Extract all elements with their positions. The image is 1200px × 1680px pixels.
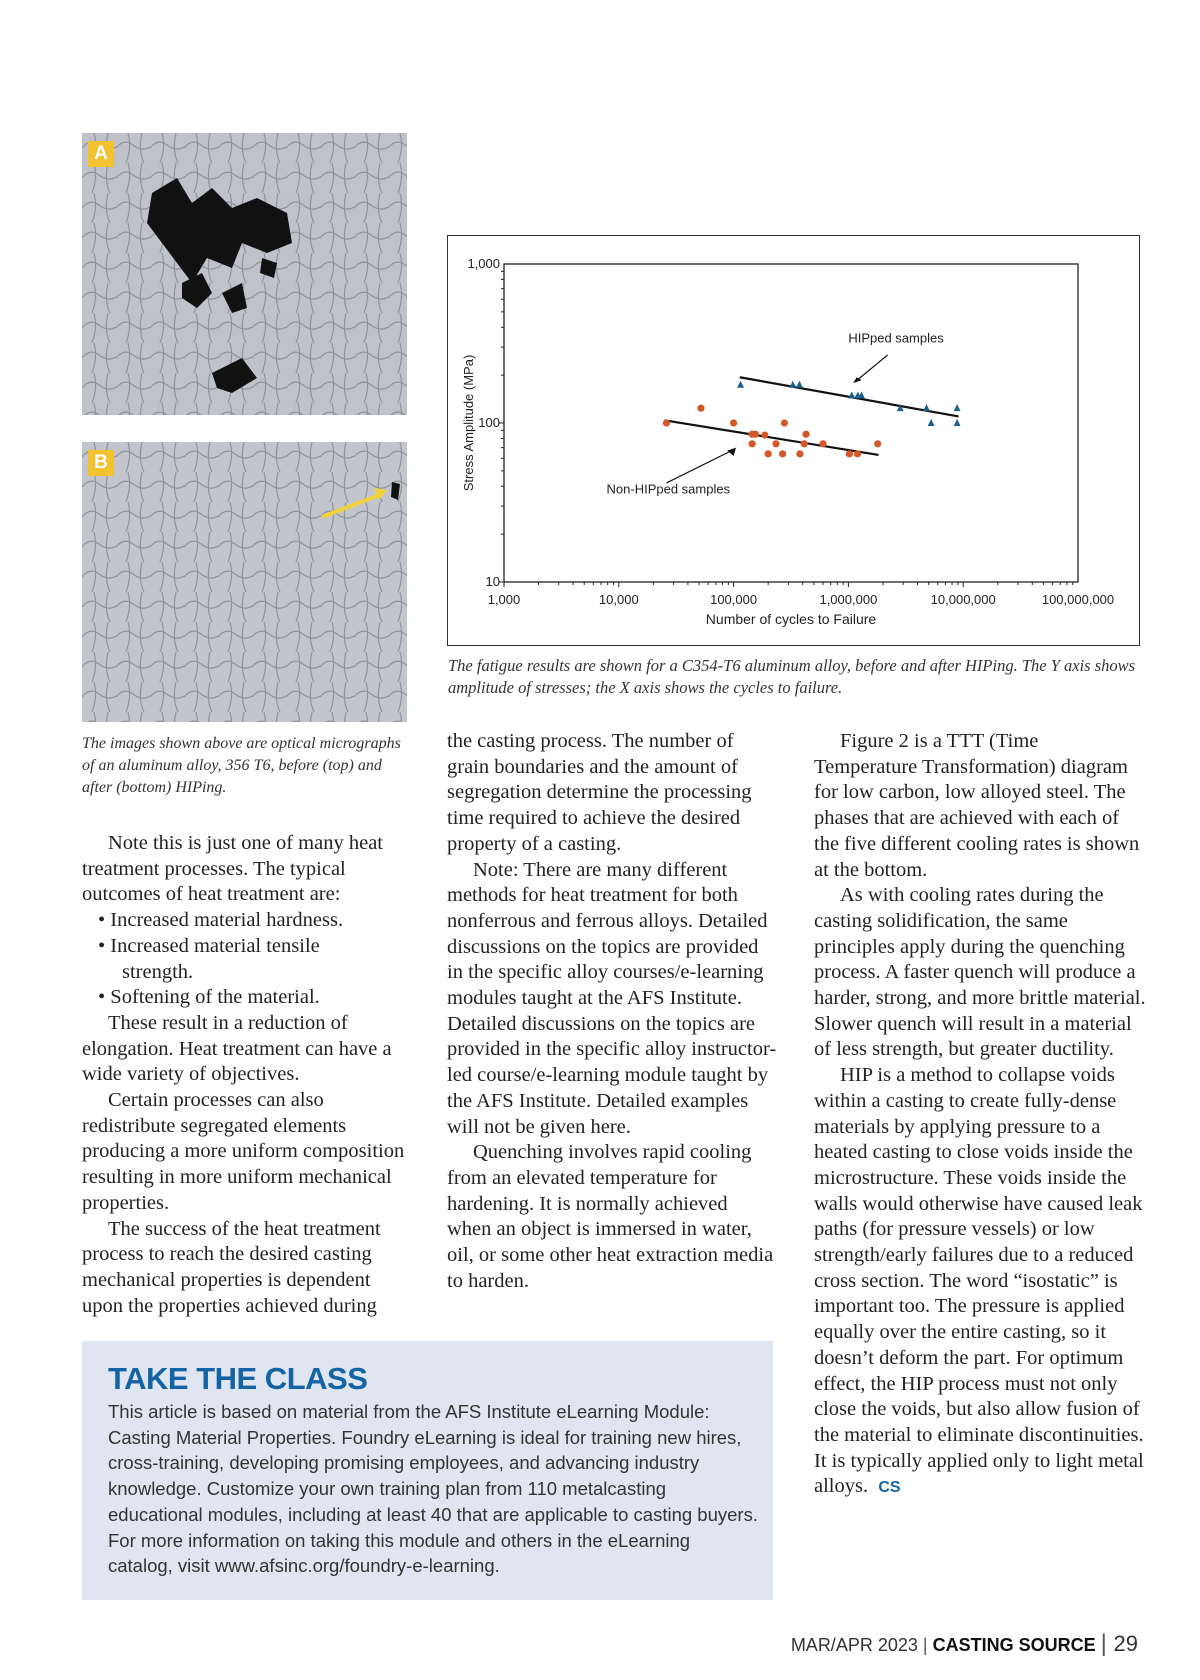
paragraph: the casting process. The number of grain… bbox=[447, 730, 752, 855]
plot-frame bbox=[503, 263, 1079, 583]
y-tick-label: 10 bbox=[486, 574, 500, 589]
x-tick-label: 100,000,000 bbox=[1042, 592, 1114, 607]
paragraph: These result in a reduction of elongatio… bbox=[82, 1011, 392, 1086]
data-point-non-hipped bbox=[730, 419, 738, 427]
data-point-non-hipped bbox=[874, 440, 882, 448]
magazine-name: CASTING SOURCE bbox=[932, 1635, 1096, 1655]
paragraph-text: HIP is a method to collapse voids within… bbox=[814, 1064, 1144, 1498]
data-point-non-hipped bbox=[802, 430, 810, 438]
page-footer: MAR/APR 2023 | CASTING SOURCE | 29 bbox=[790, 1630, 1138, 1657]
trend-line bbox=[664, 419, 879, 456]
y-tick-label: 100 bbox=[478, 415, 500, 430]
end-mark: CS bbox=[878, 1479, 901, 1497]
chart-caption: The fatigue results are shown for a C354… bbox=[448, 656, 1136, 697]
x-tick-label: 10,000 bbox=[599, 592, 639, 607]
fatigue-chart: 1,000 10,000 100,000 1,000,000 10,000,000 100… bbox=[447, 235, 1140, 646]
data-point-non-hipped bbox=[819, 440, 827, 448]
micrograph-a-image bbox=[82, 133, 407, 415]
bullet-item: • Increased material tensile bbox=[98, 934, 320, 957]
y-tick-label: 1,000 bbox=[467, 256, 500, 271]
paragraph: Figure 2 is a TTT (Time Temperature Tran… bbox=[814, 730, 1140, 881]
data-point-non-hipped bbox=[845, 450, 853, 458]
x-axis-label: Number of cycles to Failure bbox=[706, 611, 877, 627]
arrow-head-icon bbox=[727, 447, 737, 457]
data-point-hipped bbox=[795, 380, 803, 388]
data-point-non-hipped bbox=[748, 440, 756, 448]
data-point-hipped bbox=[927, 419, 935, 426]
paragraph: Certain processes can also redistribute … bbox=[82, 1089, 405, 1214]
annotation-arrow bbox=[854, 354, 889, 383]
paragraph: The success of the heat treatment proces… bbox=[82, 1217, 381, 1317]
data-point-non-hipped bbox=[751, 430, 760, 438]
data-point-non-hipped bbox=[697, 404, 705, 412]
data-point-non-hipped bbox=[780, 419, 788, 427]
data-point-hipped bbox=[953, 419, 961, 426]
data-point-non-hipped bbox=[778, 450, 787, 458]
micrograph-caption: The images shown above are optical micro… bbox=[82, 735, 401, 796]
data-point-non-hipped bbox=[662, 419, 671, 427]
x-tick-label: 100,000 bbox=[710, 592, 757, 607]
annotation-hipped: HIPped samples bbox=[848, 331, 944, 346]
sidebar-title: TAKE THE CLASS bbox=[108, 1361, 368, 1396]
y-axis-label: Stress Amplitude (MPa) bbox=[461, 355, 476, 492]
data-point-non-hipped bbox=[796, 450, 804, 458]
data-point-hipped bbox=[848, 391, 856, 399]
paragraph: Note: There are many different methods f… bbox=[447, 858, 777, 1138]
x-tick-label: 1,000 bbox=[488, 592, 521, 607]
page-number: 29 bbox=[1113, 1631, 1138, 1656]
micrograph-after-hip: B bbox=[82, 442, 407, 722]
take-the-class-sidebar: TAKE THE CLASS This article is based on … bbox=[82, 1341, 773, 1600]
paragraph: As with cooling rates during the casting… bbox=[814, 884, 1146, 1061]
x-tick-label: 10,000,000 bbox=[931, 592, 996, 607]
data-point-hipped bbox=[857, 391, 865, 399]
data-point-hipped bbox=[923, 404, 931, 412]
arrow-head-icon bbox=[853, 377, 862, 384]
fatigue-chart-svg: 1,000 10,000 100,000 1,000,000 10,000,000 100… bbox=[461, 256, 1114, 627]
paragraph: Quenching involves rapid cooling from an… bbox=[447, 1141, 774, 1292]
data-point-non-hipped bbox=[800, 440, 808, 448]
data-point-non-hipped bbox=[772, 440, 780, 448]
data-point-hipped bbox=[953, 404, 961, 412]
data-point-non-hipped bbox=[764, 450, 772, 458]
bullet-item: • Increased material hardness. bbox=[98, 909, 344, 932]
data-point-non-hipped bbox=[853, 450, 862, 458]
x-tick-label: 1,000,000 bbox=[819, 592, 877, 607]
sidebar-body: This article is based on material from t… bbox=[108, 1401, 758, 1577]
data-point-hipped bbox=[896, 404, 904, 412]
micrograph-before-hip: A bbox=[82, 133, 407, 415]
arrow-icon bbox=[321, 492, 383, 519]
bullet-item: • Softening of the material. bbox=[98, 986, 320, 1009]
annotation-non-hipped: Non-HIPped samples bbox=[607, 482, 731, 497]
column-3: Figure 2 is a TTT (Time Temperature Tran… bbox=[814, 729, 1146, 1500]
paragraph: HIP is a method to collapse voids within… bbox=[814, 1063, 1146, 1500]
data-point-hipped bbox=[789, 380, 797, 388]
issue-date: MAR/APR 2023 bbox=[790, 1635, 918, 1655]
column-1: Note this is just one of many heat treat… bbox=[82, 831, 412, 1319]
paragraph: Note this is just one of many heat treat… bbox=[82, 832, 383, 906]
micrograph-b-image bbox=[82, 442, 407, 722]
data-point-hipped bbox=[737, 380, 745, 388]
annotation-arrow bbox=[666, 449, 734, 484]
label-a: A bbox=[88, 141, 114, 167]
data-point-non-hipped bbox=[761, 431, 769, 439]
column-2: the casting process. The number of grain… bbox=[447, 729, 777, 1294]
bullet-item-continued: strength. bbox=[122, 960, 194, 983]
label-b: B bbox=[88, 450, 114, 476]
